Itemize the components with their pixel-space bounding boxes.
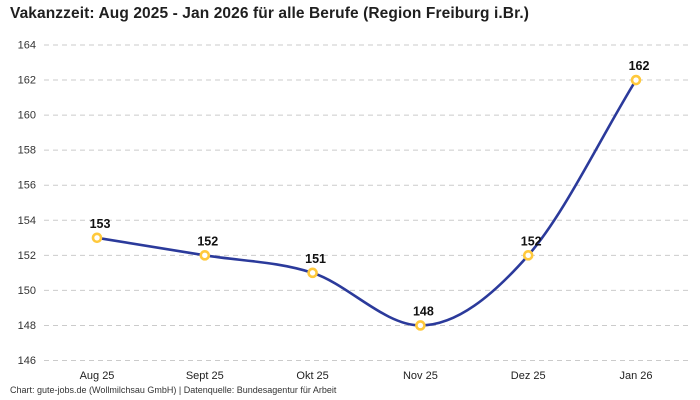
chart-footer: Chart: gute-jobs.de (Wollmilchsau GmbH) … xyxy=(10,385,337,395)
data-point-marker xyxy=(199,250,211,261)
y-tick-label: 160 xyxy=(18,110,36,122)
x-tick-label: Jan 26 xyxy=(619,370,652,382)
y-tick-label: 164 xyxy=(18,40,36,52)
x-tick-label: Okt 25 xyxy=(296,370,328,382)
y-tick-label: 156 xyxy=(18,180,36,192)
data-point-marker xyxy=(415,320,426,331)
data-point-label: 148 xyxy=(413,304,434,318)
x-tick-label: Dez 25 xyxy=(511,370,546,382)
data-point-label: 162 xyxy=(629,59,650,73)
data-point-label: 152 xyxy=(521,234,542,248)
y-tick-label: 154 xyxy=(18,215,36,227)
chart-title: Vakanzzeit: Aug 2025 - Jan 2026 für alle… xyxy=(10,5,530,22)
y-tick-label: 148 xyxy=(18,320,36,332)
data-point-label: 152 xyxy=(197,234,218,248)
y-tick-label: 152 xyxy=(18,250,36,262)
data-point-marker xyxy=(91,232,103,244)
x-tick-label: Nov 25 xyxy=(403,370,438,382)
x-tick-label: Sept 25 xyxy=(186,370,224,382)
data-point-marker xyxy=(307,267,318,279)
data-point-label: 151 xyxy=(305,252,326,266)
data-point-marker xyxy=(522,250,534,261)
series-line xyxy=(95,78,638,327)
x-tick-label: Aug 25 xyxy=(80,370,115,382)
y-tick-label: 162 xyxy=(18,75,36,87)
y-tick-label: 146 xyxy=(18,355,36,367)
data-point-marker xyxy=(630,74,642,86)
y-tick-label: 150 xyxy=(18,285,36,297)
data-point-label: 153 xyxy=(90,217,111,231)
y-tick-label: 158 xyxy=(18,145,36,157)
